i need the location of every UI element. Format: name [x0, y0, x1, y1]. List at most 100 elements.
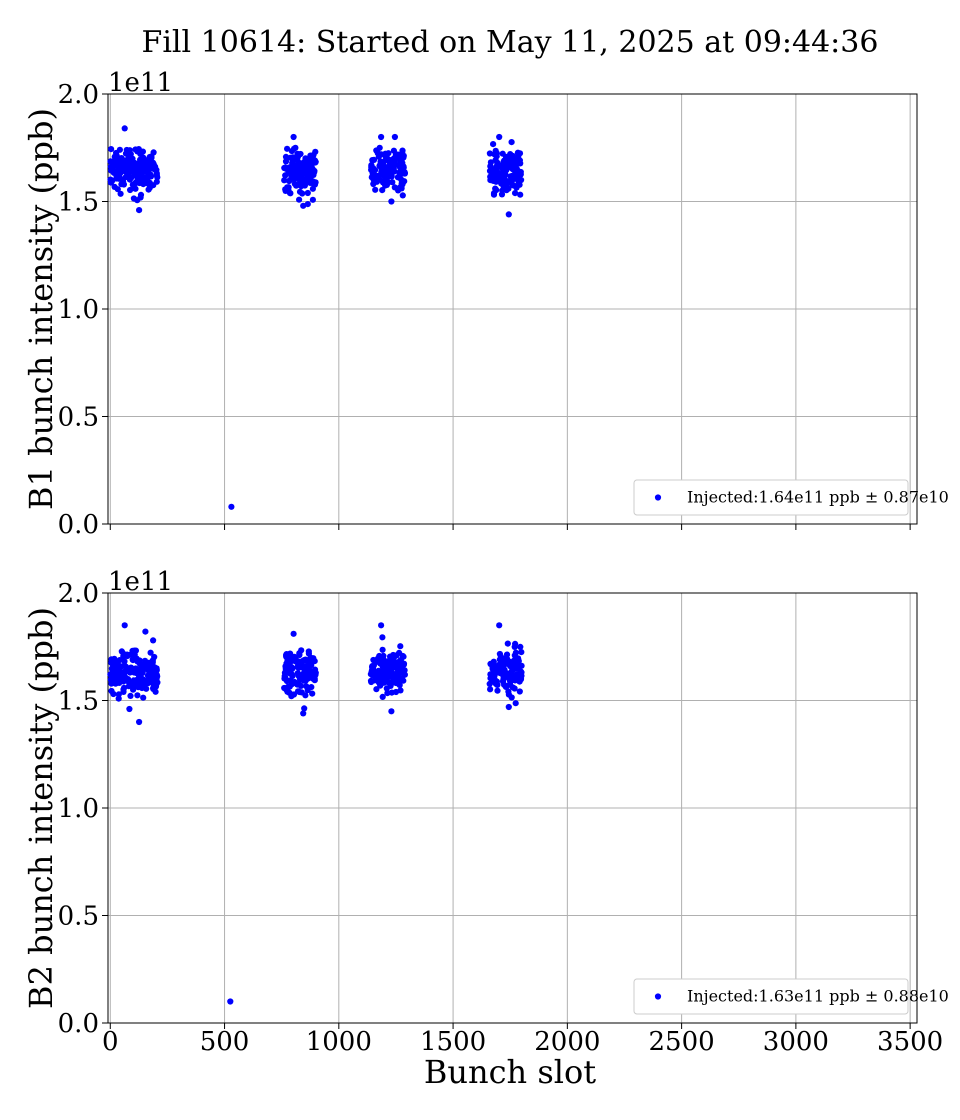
data-point — [491, 672, 498, 679]
x-tick-label: 2500 — [649, 1027, 715, 1057]
data-point — [281, 177, 288, 184]
data-point — [151, 166, 158, 173]
x-tick-label: 500 — [200, 1027, 250, 1057]
data-point — [304, 189, 311, 197]
data-point — [512, 649, 520, 656]
data-point — [389, 168, 396, 175]
x-tick-label: 1000 — [306, 1027, 372, 1057]
data-point — [487, 173, 494, 180]
y-tick-label: 1.5 — [58, 687, 99, 717]
x-tick-label: 0 — [102, 1027, 119, 1057]
data-point — [298, 174, 306, 181]
data-point — [301, 705, 308, 712]
x-tick-label: 3000 — [763, 1027, 829, 1057]
y-tick-label: 2.0 — [58, 80, 99, 110]
data-point — [387, 682, 394, 690]
data-point — [496, 656, 503, 663]
data-point — [112, 668, 119, 675]
data-point — [282, 172, 289, 179]
data-point — [291, 657, 298, 664]
data-point — [145, 186, 152, 193]
data-point — [504, 640, 511, 647]
data-point — [494, 687, 501, 694]
data-point — [514, 174, 521, 181]
data-point — [384, 674, 391, 682]
data-point — [388, 198, 395, 205]
data-point — [496, 622, 503, 629]
x-tick-label: 2000 — [534, 1027, 600, 1057]
panel-b1: 0.0 0.5 1.0 1.5 2.0 1e11 B1 bunch intensity (p… — [22, 68, 949, 540]
data-point — [494, 168, 501, 175]
data-point — [284, 657, 291, 664]
data-point — [385, 179, 392, 186]
data-point — [133, 178, 140, 185]
data-point — [508, 139, 515, 146]
data-point — [124, 676, 132, 683]
data-point — [394, 151, 401, 158]
data-point — [501, 666, 508, 673]
data-point — [378, 133, 385, 141]
data-point — [296, 196, 303, 203]
data-point — [516, 688, 523, 695]
data-point — [296, 651, 303, 659]
outlier-point — [228, 503, 235, 510]
data-point — [115, 675, 122, 682]
data-point — [134, 692, 141, 699]
y-tick-label: 0.5 — [58, 902, 99, 932]
data-point — [283, 686, 290, 693]
data-point — [302, 677, 309, 684]
data-point — [284, 184, 291, 191]
data-point — [294, 681, 301, 688]
data-point — [388, 689, 395, 696]
figure-title: Fill 10614: Started on May 11, 2025 at 0… — [142, 25, 879, 60]
data-point — [124, 651, 131, 658]
data-point — [512, 665, 519, 672]
data-point — [499, 150, 506, 157]
data-point — [126, 169, 133, 176]
outlier-point — [227, 998, 234, 1005]
data-point — [125, 153, 132, 160]
data-point — [136, 207, 143, 214]
legend-marker — [654, 494, 662, 501]
data-point — [126, 705, 133, 713]
legend-box — [633, 978, 909, 1015]
data-point — [120, 672, 128, 679]
data-point — [511, 155, 518, 162]
data-point — [123, 160, 130, 167]
data-point — [137, 669, 144, 676]
data-point — [308, 156, 315, 163]
data-point — [503, 683, 510, 690]
data-point — [399, 192, 406, 199]
data-point — [398, 180, 405, 187]
data-point — [379, 693, 386, 701]
data-point — [312, 148, 319, 155]
data-point — [288, 148, 295, 155]
data-point — [109, 177, 116, 184]
data-point — [290, 175, 297, 182]
data-point — [496, 650, 503, 658]
data-point — [111, 183, 118, 190]
data-point — [286, 178, 293, 185]
legend-box — [633, 479, 909, 516]
y-axis-multiplier: 1e11 — [108, 68, 173, 98]
data-point — [373, 147, 380, 154]
data-point — [494, 159, 501, 166]
y-tick-label: 0.0 — [58, 510, 99, 540]
data-point — [395, 675, 402, 683]
data-point — [150, 667, 157, 674]
data-point — [375, 176, 382, 183]
data-point — [282, 158, 290, 165]
data-point — [394, 174, 401, 181]
data-point — [301, 182, 308, 189]
data-point — [377, 658, 384, 666]
data-point — [126, 669, 134, 676]
data-point — [382, 150, 389, 157]
data-point — [128, 163, 135, 170]
data-point — [304, 169, 311, 176]
data-point — [503, 187, 510, 194]
data-point — [518, 669, 525, 676]
data-point — [489, 677, 496, 685]
data-point — [397, 158, 404, 165]
data-point — [487, 163, 494, 170]
data-point — [307, 668, 314, 675]
